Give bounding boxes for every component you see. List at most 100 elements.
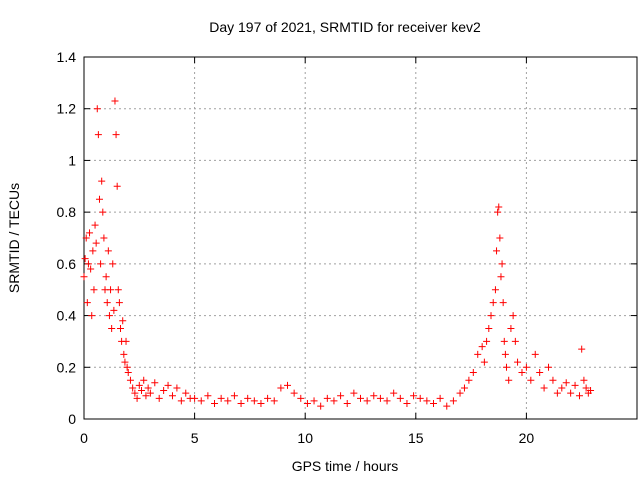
x-tick-label: 15 <box>408 430 424 446</box>
data-point <box>105 312 113 320</box>
data-point <box>250 397 258 405</box>
data-point <box>146 389 154 397</box>
data-point <box>370 392 378 400</box>
data-point <box>511 337 519 345</box>
y-tick-label: 0.8 <box>57 204 77 220</box>
data-point <box>509 312 517 320</box>
data-point <box>151 379 159 387</box>
data-point <box>558 384 566 392</box>
data-point <box>284 381 292 389</box>
data-point <box>80 273 88 281</box>
y-tick-label: 1 <box>68 152 76 168</box>
data-point <box>357 394 364 402</box>
data-point <box>502 363 510 371</box>
data-point <box>487 312 495 320</box>
data-point <box>489 299 497 307</box>
data-point <box>100 234 108 242</box>
data-point <box>129 384 137 392</box>
data-point <box>95 195 103 203</box>
y-tick-label: 0.4 <box>57 308 77 324</box>
data-point <box>456 389 464 397</box>
data-point <box>449 397 457 405</box>
data-point <box>531 350 539 358</box>
data-point <box>545 363 553 371</box>
data-point <box>88 312 96 320</box>
data-point <box>416 394 424 402</box>
data-point <box>350 389 358 397</box>
data-point <box>116 325 124 332</box>
x-axis: 0 5 10 15 20 <box>80 57 534 446</box>
data-point <box>155 394 163 402</box>
data-point <box>81 255 89 263</box>
data-point <box>403 399 411 407</box>
data-point <box>124 368 132 376</box>
data-point <box>102 273 110 281</box>
data-point <box>474 350 482 358</box>
data-point <box>562 379 570 387</box>
data-point <box>495 203 503 211</box>
y-axis: 0 0.2 0.4 0.6 0.8 1 1.2 1.4 <box>57 49 637 427</box>
data-point <box>478 343 486 351</box>
data-point <box>168 392 176 400</box>
data-point <box>126 376 134 384</box>
grid <box>84 57 637 419</box>
data-point <box>91 221 99 229</box>
data-point <box>270 397 278 405</box>
data-point <box>376 394 384 402</box>
data-point <box>257 399 265 407</box>
data-point <box>540 384 548 392</box>
data-point <box>264 394 272 402</box>
chart-title: Day 197 of 2021, SRMTID for receiver kev… <box>209 19 481 35</box>
data-point <box>119 317 127 325</box>
data-point <box>575 392 583 400</box>
data-point <box>230 392 238 400</box>
data-point <box>396 394 404 402</box>
data-point <box>99 208 107 216</box>
data-point <box>485 325 493 332</box>
data-point <box>507 325 515 332</box>
data-point <box>423 397 431 405</box>
data-point <box>122 337 130 345</box>
data-point <box>494 208 502 216</box>
data-point <box>217 394 225 402</box>
data-point <box>383 397 391 405</box>
data-point <box>410 392 418 400</box>
data-point <box>142 392 150 400</box>
data-point <box>104 247 112 255</box>
x-axis-label: GPS time / hours <box>292 458 399 474</box>
data-point <box>144 384 152 392</box>
data-point <box>303 399 311 407</box>
data-point <box>120 350 128 358</box>
data-point <box>310 397 318 405</box>
data-point <box>501 350 509 358</box>
data-point <box>211 399 219 407</box>
data-point <box>191 394 199 402</box>
y-axis-label: SRMTID / TECUs <box>6 183 22 293</box>
y-tick-label: 0.2 <box>57 359 77 375</box>
data-point <box>323 394 331 402</box>
data-point <box>317 402 325 410</box>
y-tick-label: 0 <box>68 411 76 427</box>
data-point <box>500 337 508 345</box>
data-point <box>131 389 139 397</box>
data-point <box>108 325 116 332</box>
data-point <box>580 376 588 384</box>
data-point <box>90 286 98 294</box>
plot-frame <box>83 56 638 420</box>
data-point <box>567 389 575 397</box>
data-point <box>107 286 115 294</box>
data-point <box>111 97 119 105</box>
data-point <box>297 394 305 402</box>
data-point <box>115 299 123 307</box>
x-tick-label: 5 <box>191 430 199 446</box>
data-point <box>173 384 181 392</box>
data-point <box>480 358 488 366</box>
data-point <box>224 397 232 405</box>
data-point <box>94 131 102 139</box>
data-point <box>86 229 94 237</box>
data-point <box>514 358 522 366</box>
data-point <box>138 387 146 395</box>
y-tick-label: 1.4 <box>57 49 77 65</box>
data-point <box>277 384 285 392</box>
